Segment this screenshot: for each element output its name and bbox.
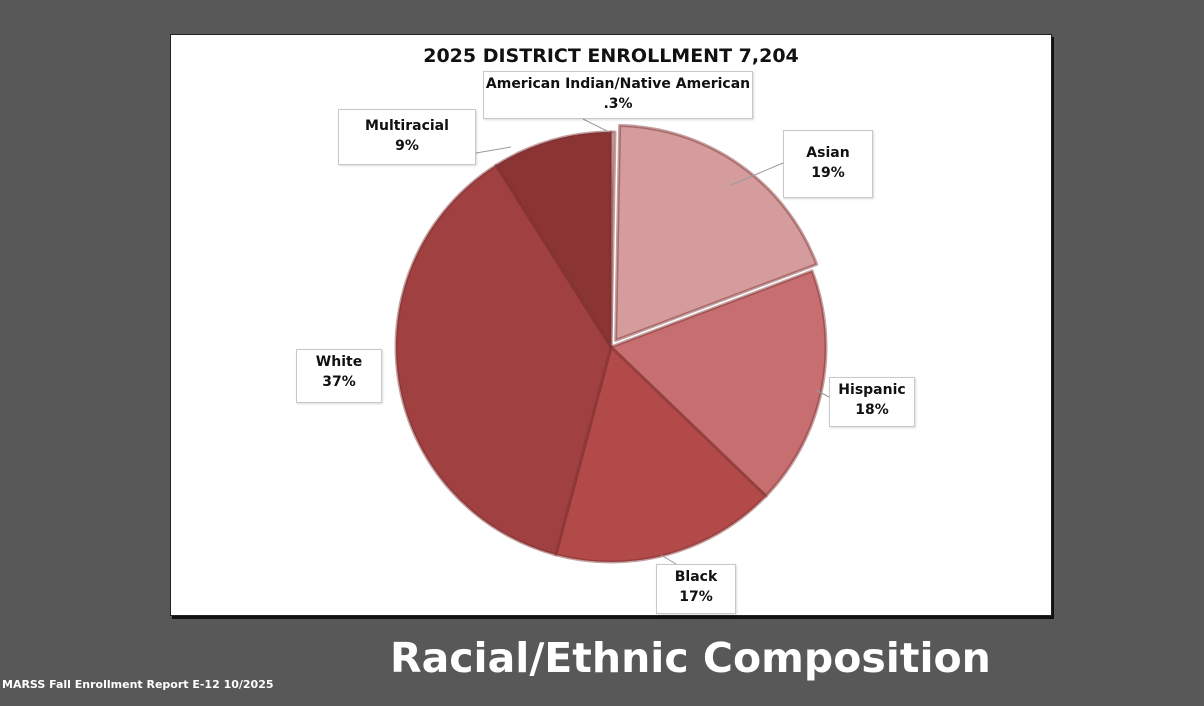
callout-asian-value: 19% [811, 165, 845, 181]
callout-multiracial-value: 9% [395, 138, 419, 154]
slice-american-indian [609, 130, 617, 349]
callout-hispanic-category: Hispanic [838, 382, 906, 398]
callout-american-indian-category: American Indian/Native American [485, 76, 751, 92]
chart-frame: 2025 DISTRICT ENROLLMENT 7,204 American … [170, 34, 1052, 616]
callout-american-indian-value: .3% [603, 96, 633, 112]
slice-hispanic [609, 269, 828, 498]
slice-black [554, 345, 768, 564]
leader-multiracial [475, 146, 512, 154]
leader-hispanic [815, 389, 830, 398]
slice-asian [614, 123, 819, 342]
footer-source: MARSS Fall Enrollment Report E-12 10/202… [2, 678, 274, 691]
callout-hispanic-value: 18% [855, 402, 889, 418]
callout-multiracial: Multiracial 9% [338, 109, 476, 165]
leader-asian [730, 162, 784, 186]
callout-hispanic: Hispanic 18% [829, 377, 915, 427]
callout-american-indian: American Indian/Native American .3% [483, 71, 753, 119]
chart-title: 2025 DISTRICT ENROLLMENT 7,204 [423, 45, 799, 67]
callout-black-category: Black [674, 569, 718, 585]
leader-american-indian [582, 118, 610, 133]
callout-multiracial-category: Multiracial [365, 118, 449, 134]
callout-black: Black 17% [656, 564, 736, 614]
callout-white-value: 37% [322, 374, 356, 390]
pie-chart [394, 118, 830, 565]
slice-multiracial [494, 130, 613, 349]
callout-white: White 37% [296, 349, 382, 403]
leader-black [660, 554, 677, 565]
slice-white [394, 163, 613, 557]
callout-black-value: 17% [679, 589, 713, 605]
callout-asian: Asian 19% [783, 130, 873, 198]
slide-title: Racial/Ethnic Composition [390, 634, 991, 682]
callout-white-category: White [315, 354, 363, 370]
callout-asian-category: Asian [806, 145, 850, 161]
